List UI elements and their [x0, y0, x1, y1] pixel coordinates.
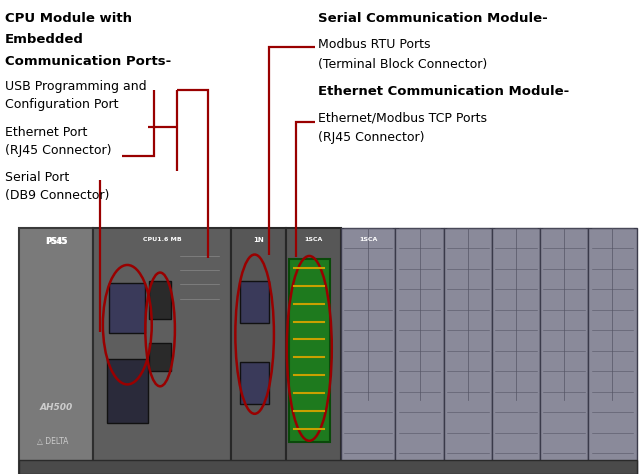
FancyBboxPatch shape [240, 281, 269, 323]
Text: Serial Port: Serial Port [5, 171, 69, 183]
Text: 1SCA: 1SCA [359, 237, 377, 242]
Text: 1N: 1N [253, 237, 264, 243]
FancyBboxPatch shape [286, 228, 341, 474]
FancyBboxPatch shape [149, 343, 171, 371]
Text: Modbus RTU Ports: Modbus RTU Ports [318, 38, 431, 51]
Text: CPU Module with: CPU Module with [5, 12, 132, 25]
FancyBboxPatch shape [289, 259, 330, 442]
Text: Communication Ports-: Communication Ports- [5, 55, 172, 67]
FancyBboxPatch shape [19, 460, 637, 474]
Text: 1SCA: 1SCA [304, 237, 323, 242]
Text: PS45: PS45 [46, 237, 68, 246]
Text: (Terminal Block Connector): (Terminal Block Connector) [318, 58, 487, 71]
Text: Ethernet Port: Ethernet Port [5, 126, 87, 138]
FancyBboxPatch shape [444, 228, 492, 474]
FancyBboxPatch shape [540, 228, 588, 474]
Text: PS45: PS45 [46, 237, 67, 246]
Text: (DB9 Connector): (DB9 Connector) [5, 189, 109, 202]
Text: USB Programming and: USB Programming and [5, 80, 147, 92]
Text: (RJ45 Connector): (RJ45 Connector) [5, 144, 112, 157]
FancyBboxPatch shape [588, 228, 637, 474]
Text: Ethernet Communication Module-: Ethernet Communication Module- [318, 85, 570, 98]
FancyBboxPatch shape [19, 228, 93, 474]
FancyBboxPatch shape [492, 228, 540, 474]
FancyBboxPatch shape [109, 283, 145, 333]
FancyBboxPatch shape [231, 228, 286, 474]
FancyBboxPatch shape [240, 362, 269, 404]
Text: △ DELTA: △ DELTA [37, 437, 68, 446]
Text: CPU1.6 MB: CPU1.6 MB [143, 237, 182, 242]
FancyBboxPatch shape [107, 359, 148, 423]
FancyBboxPatch shape [395, 228, 444, 474]
Text: AH500: AH500 [39, 403, 73, 412]
Text: Ethernet/Modbus TCP Ports: Ethernet/Modbus TCP Ports [318, 111, 487, 124]
Text: Configuration Port: Configuration Port [5, 98, 119, 111]
FancyBboxPatch shape [93, 228, 231, 474]
FancyBboxPatch shape [341, 228, 395, 474]
Text: (RJ45 Connector): (RJ45 Connector) [318, 131, 425, 144]
FancyBboxPatch shape [149, 281, 171, 319]
Text: Embedded: Embedded [5, 33, 84, 46]
Text: Serial Communication Module-: Serial Communication Module- [318, 12, 548, 25]
